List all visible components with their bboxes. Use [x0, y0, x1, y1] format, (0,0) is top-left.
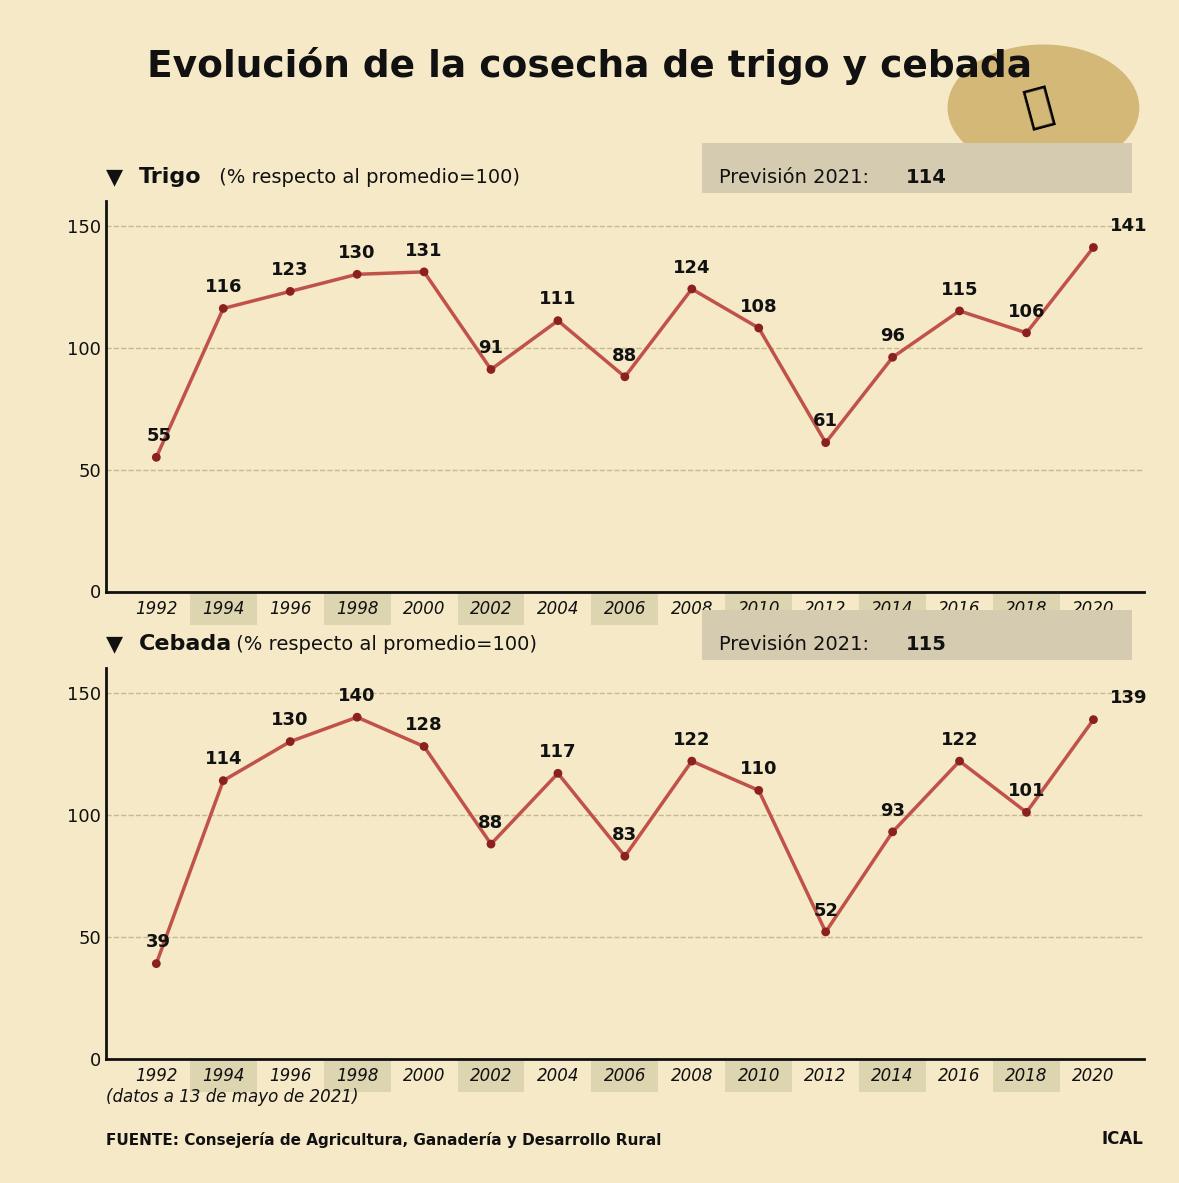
Text: (% respecto al promedio=100): (% respecto al promedio=100)	[230, 635, 536, 654]
Text: Trigo: Trigo	[139, 167, 202, 187]
Text: Cebada: Cebada	[139, 634, 232, 654]
Point	[615, 847, 634, 866]
Text: 88: 88	[479, 814, 503, 832]
Point	[147, 448, 166, 467]
Text: 96: 96	[880, 327, 905, 345]
Text: 122: 122	[673, 731, 711, 749]
Text: 130: 130	[271, 711, 309, 730]
Text: 101: 101	[1008, 782, 1046, 800]
Text: 110: 110	[740, 761, 777, 778]
Point	[481, 835, 500, 854]
Point	[548, 764, 567, 783]
Point	[750, 781, 769, 800]
Point	[415, 737, 434, 756]
Point	[1017, 803, 1036, 822]
Point	[883, 822, 902, 841]
Point	[1017, 323, 1036, 342]
Text: 124: 124	[673, 259, 711, 277]
Text: 115: 115	[905, 635, 947, 654]
Text: 123: 123	[271, 261, 309, 279]
Text: 61: 61	[814, 413, 838, 431]
Point	[1084, 238, 1102, 257]
Text: 117: 117	[539, 743, 577, 761]
Text: ▼: ▼	[106, 634, 131, 654]
Point	[213, 771, 232, 790]
Text: (% respecto al promedio=100): (% respecto al promedio=100)	[213, 168, 520, 187]
Text: 128: 128	[406, 716, 443, 735]
Point	[548, 311, 567, 330]
Text: FUENTE: Consejería de Agricultura, Ganadería y Desarrollo Rural: FUENTE: Consejería de Agricultura, Ganad…	[106, 1131, 661, 1148]
Point	[213, 299, 232, 318]
Point	[950, 302, 969, 321]
Text: 114: 114	[204, 750, 242, 769]
Text: 111: 111	[539, 291, 577, 309]
Point	[816, 433, 835, 452]
Text: 88: 88	[612, 347, 638, 364]
Text: 139: 139	[1111, 690, 1147, 707]
Point	[415, 263, 434, 282]
Text: 🌾: 🌾	[1020, 83, 1059, 132]
Point	[147, 955, 166, 974]
Point	[1084, 710, 1102, 729]
Point	[281, 282, 299, 300]
Text: (datos a 13 de mayo de 2021): (datos a 13 de mayo de 2021)	[106, 1088, 358, 1106]
Point	[883, 348, 902, 367]
Point	[750, 318, 769, 337]
Text: 141: 141	[1111, 218, 1147, 235]
Text: 39: 39	[146, 933, 171, 951]
Text: 114: 114	[905, 168, 947, 187]
Text: Previsión 2021:: Previsión 2021:	[719, 635, 876, 654]
Text: 130: 130	[338, 244, 376, 263]
Text: Evolución de la cosecha de trigo y cebada: Evolución de la cosecha de trigo y cebad…	[147, 47, 1032, 85]
Text: 131: 131	[406, 241, 443, 259]
Text: 140: 140	[338, 687, 376, 705]
Ellipse shape	[948, 45, 1139, 170]
Text: 83: 83	[612, 826, 638, 845]
Text: 52: 52	[814, 901, 838, 919]
Point	[348, 707, 367, 726]
Point	[816, 923, 835, 942]
Text: 106: 106	[1008, 303, 1046, 321]
Text: ICAL: ICAL	[1101, 1130, 1144, 1148]
Point	[683, 279, 702, 298]
Text: ▼: ▼	[106, 167, 131, 187]
Text: 115: 115	[941, 280, 979, 298]
Text: 116: 116	[204, 278, 242, 296]
Text: Previsión 2021:: Previsión 2021:	[719, 168, 876, 187]
Text: 55: 55	[146, 427, 171, 445]
Point	[683, 751, 702, 770]
Text: 122: 122	[941, 731, 979, 749]
Text: 91: 91	[479, 340, 503, 357]
Point	[348, 265, 367, 284]
Point	[281, 732, 299, 751]
Text: 93: 93	[880, 802, 905, 820]
Point	[950, 751, 969, 770]
Point	[481, 360, 500, 379]
Point	[615, 367, 634, 386]
Text: 108: 108	[740, 298, 778, 316]
